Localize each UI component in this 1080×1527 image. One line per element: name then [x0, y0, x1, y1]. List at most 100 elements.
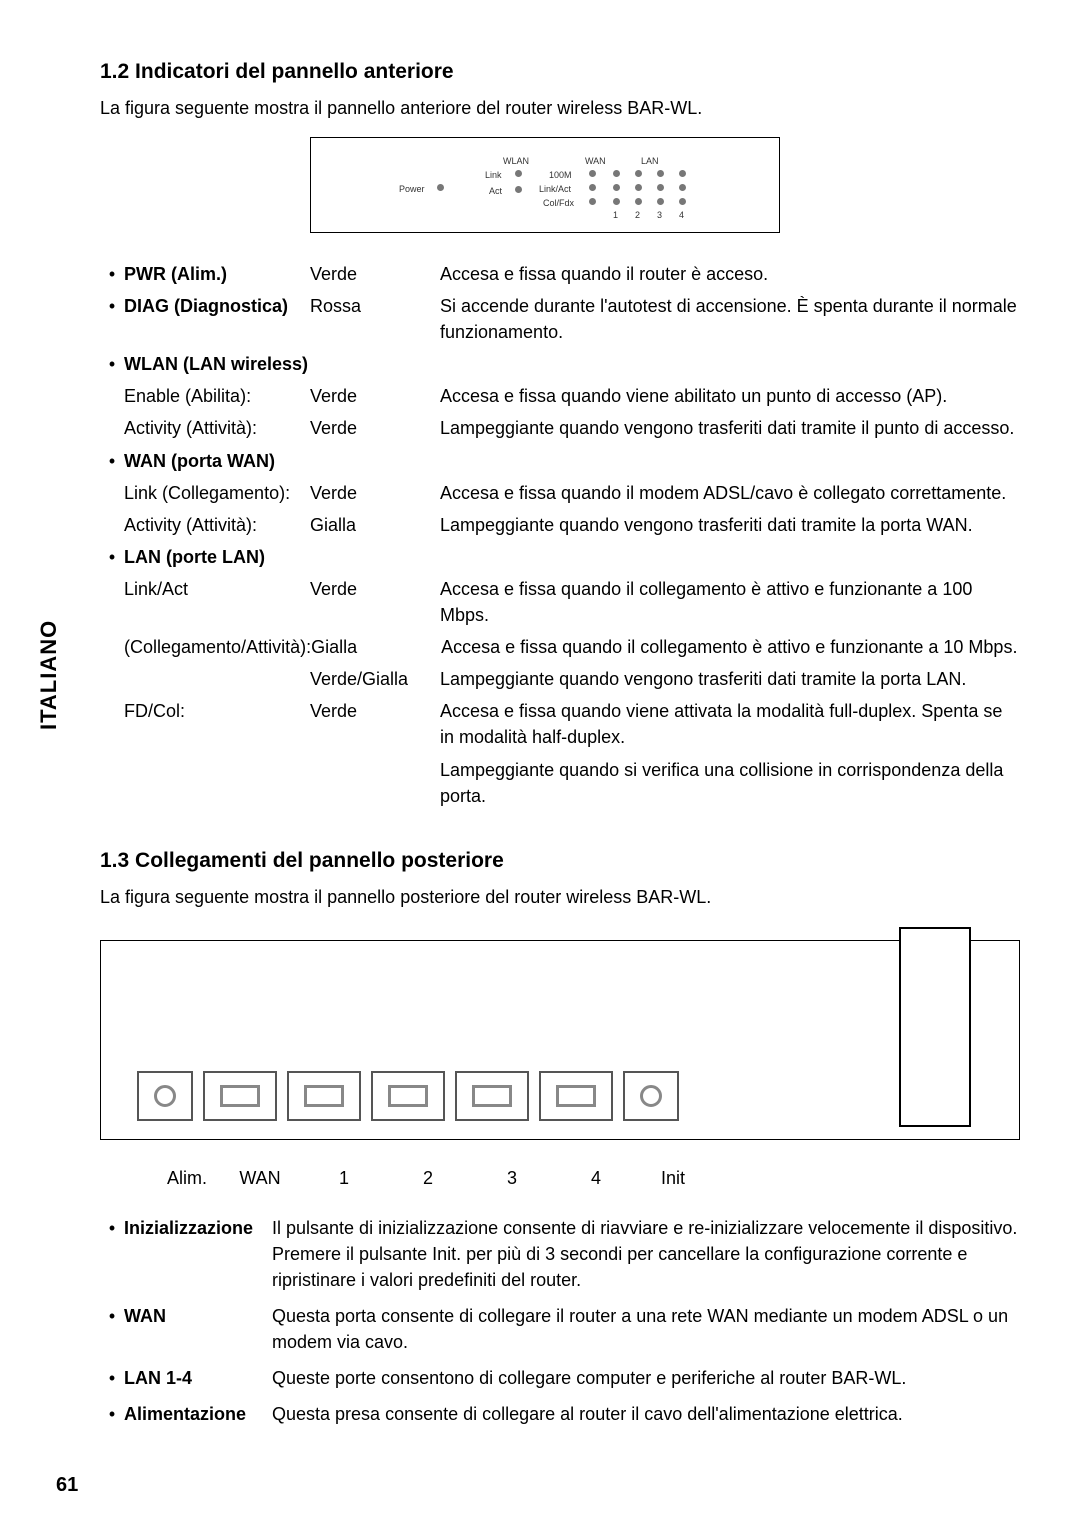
indicator-desc: Si accende durante l'autotest di accensi… — [440, 293, 1020, 345]
indicator-name: Enable (Abilita): — [124, 383, 310, 409]
rear-label-wan: WAN — [218, 1168, 302, 1189]
indicator-color: Verde — [310, 415, 440, 441]
diagram-label-n1: 1 — [613, 210, 618, 220]
diagram-label-linkact: Link/Act — [539, 184, 571, 194]
antenna-icon — [899, 927, 971, 1127]
intro-1-3: La figura seguente mostra il pannello po… — [100, 887, 1020, 908]
rear-item-def: Questa porta consente di collegare il ro… — [272, 1303, 1020, 1355]
indicator-name: DIAG (Diagnostica) — [124, 293, 310, 319]
indicator-row: •DIAG (Diagnostica)RossaSi accende duran… — [100, 293, 1020, 345]
rear-panel-diagram — [100, 940, 1020, 1140]
indicator-name: Activity (Attività): — [124, 512, 310, 538]
indicator-name: WAN (porta WAN) — [124, 448, 310, 474]
led-l4a — [679, 170, 686, 177]
indicator-color: Gialla — [311, 634, 441, 660]
indicator-subrow: Activity (Attività):VerdeLampeggiante qu… — [100, 415, 1020, 441]
diagram-label-wlan: WLAN — [503, 156, 529, 166]
port-init — [623, 1071, 679, 1121]
rear-label-2: 2 — [386, 1168, 470, 1189]
indicator-subrow: Verde/GiallaLampeggiante quando vengono … — [100, 666, 1020, 692]
indicator-desc: Accesa e fissa quando viene attivata la … — [440, 698, 1020, 750]
indicator-desc: Accesa e fissa quando il collegamento è … — [440, 576, 1020, 628]
bullet-icon: • — [100, 544, 124, 570]
led-l1a — [613, 170, 620, 177]
rear-item-def: Il pulsante di inizializzazione consente… — [272, 1215, 1020, 1293]
indicator-name: Link (Collegamento): — [124, 480, 310, 506]
indicator-subrow: Link/ActVerdeAccesa e fissa quando il co… — [100, 576, 1020, 628]
indicator-color: Verde — [310, 698, 440, 750]
rear-item: •InizializzazioneIl pulsante di iniziali… — [100, 1215, 1020, 1293]
rear-label-alim: Alim. — [156, 1168, 218, 1189]
indicator-subrow: Lampeggiante quando si verifica una coll… — [100, 757, 1020, 809]
led-wlan-act — [515, 186, 522, 193]
indicator-desc: Accesa e fissa quando il modem ADSL/cavo… — [440, 480, 1020, 506]
diagram-label-colfdx: Col/Fdx — [543, 198, 574, 208]
port-lan4 — [539, 1071, 613, 1121]
rear-item-def: Queste porte consentono di collegare com… — [272, 1365, 1020, 1391]
page-number: 61 — [56, 1474, 78, 1497]
indicator-name — [124, 757, 310, 809]
led-l1c — [613, 198, 620, 205]
rear-label-4: 4 — [554, 1168, 638, 1189]
led-l3c — [657, 198, 664, 205]
led-l2c — [635, 198, 642, 205]
rear-item-term: LAN 1-4 — [124, 1365, 272, 1391]
led-l3a — [657, 170, 664, 177]
rear-panel-labels: Alim. WAN 1 2 3 4 Init — [100, 1168, 1020, 1189]
diagram-label-n4: 4 — [679, 210, 684, 220]
led-l1b — [613, 184, 620, 191]
bullet-icon: • — [100, 1401, 124, 1427]
indicator-color — [310, 757, 440, 809]
port-lan3 — [455, 1071, 529, 1121]
bullet-icon: • — [100, 1303, 124, 1355]
diagram-label-n3: 3 — [657, 210, 662, 220]
indicator-desc: Accesa e fissa quando viene abilitato un… — [440, 383, 1020, 409]
indicator-desc: Lampeggiante quando vengono trasferiti d… — [440, 512, 1020, 538]
rear-item-term: Alimentazione — [124, 1401, 272, 1427]
rear-desc-list: •InizializzazioneIl pulsante di iniziali… — [100, 1215, 1020, 1428]
bullet-icon: • — [100, 1365, 124, 1391]
port-power — [137, 1071, 193, 1121]
bullet-icon: • — [100, 351, 124, 377]
rear-item: •WANQuesta porta consente di collegare i… — [100, 1303, 1020, 1355]
intro-1-2: La figura seguente mostra il pannello an… — [100, 98, 1020, 119]
led-l3b — [657, 184, 664, 191]
heading-1-3: 1.3 Collegamenti del pannello posteriore — [100, 849, 1020, 873]
diagram-label-100m: 100M — [549, 170, 572, 180]
bullet-icon: • — [100, 1215, 124, 1293]
rear-item-term: WAN — [124, 1303, 272, 1355]
side-tab-italiano: ITALIANO — [36, 620, 62, 730]
indicator-list: •PWR (Alim.)VerdeAccesa e fissa quando i… — [100, 261, 1020, 809]
indicator-color: Rossa — [310, 293, 440, 319]
led-l4b — [679, 184, 686, 191]
indicator-color: Verde — [310, 383, 440, 409]
diagram-label-power: Power — [399, 184, 425, 194]
led-l4c — [679, 198, 686, 205]
indicator-row: •PWR (Alim.)VerdeAccesa e fissa quando i… — [100, 261, 1020, 287]
indicator-desc: Accesa e fissa quando il router è acceso… — [440, 261, 1020, 287]
indicator-name: (Collegamento/Attività): — [124, 634, 311, 660]
port-lan2 — [371, 1071, 445, 1121]
indicator-subrow: (Collegamento/Attività):GiallaAccesa e f… — [100, 634, 1020, 660]
led-l2a — [635, 170, 642, 177]
indicator-color: Verde/Gialla — [310, 666, 440, 692]
indicator-color: Verde — [310, 576, 440, 628]
rear-label-3: 3 — [470, 1168, 554, 1189]
indicator-name: Link/Act — [124, 576, 310, 628]
led-linkact-wan — [589, 184, 596, 191]
indicator-name: Activity (Attività): — [124, 415, 310, 441]
indicator-name — [124, 666, 310, 692]
port-wan — [203, 1071, 277, 1121]
led-wlan-link — [515, 170, 522, 177]
diagram-label-n2: 2 — [635, 210, 640, 220]
bullet-icon: • — [100, 293, 124, 319]
heading-1-2: 1.2 Indicatori del pannello anteriore — [100, 60, 1020, 84]
indicator-name: WLAN (LAN wireless) — [124, 351, 310, 377]
led-colfdx-wan — [589, 198, 596, 205]
indicator-name: FD/Col: — [124, 698, 310, 750]
indicator-subrow: Link (Collegamento):VerdeAccesa e fissa … — [100, 480, 1020, 506]
rear-label-init: Init — [638, 1168, 708, 1189]
diagram-label-link: Link — [485, 170, 502, 180]
front-panel-diagram: Power WLAN Link Act WAN 100M Link/Act Co… — [310, 137, 780, 233]
diagram-label-lan: LAN — [641, 156, 659, 166]
